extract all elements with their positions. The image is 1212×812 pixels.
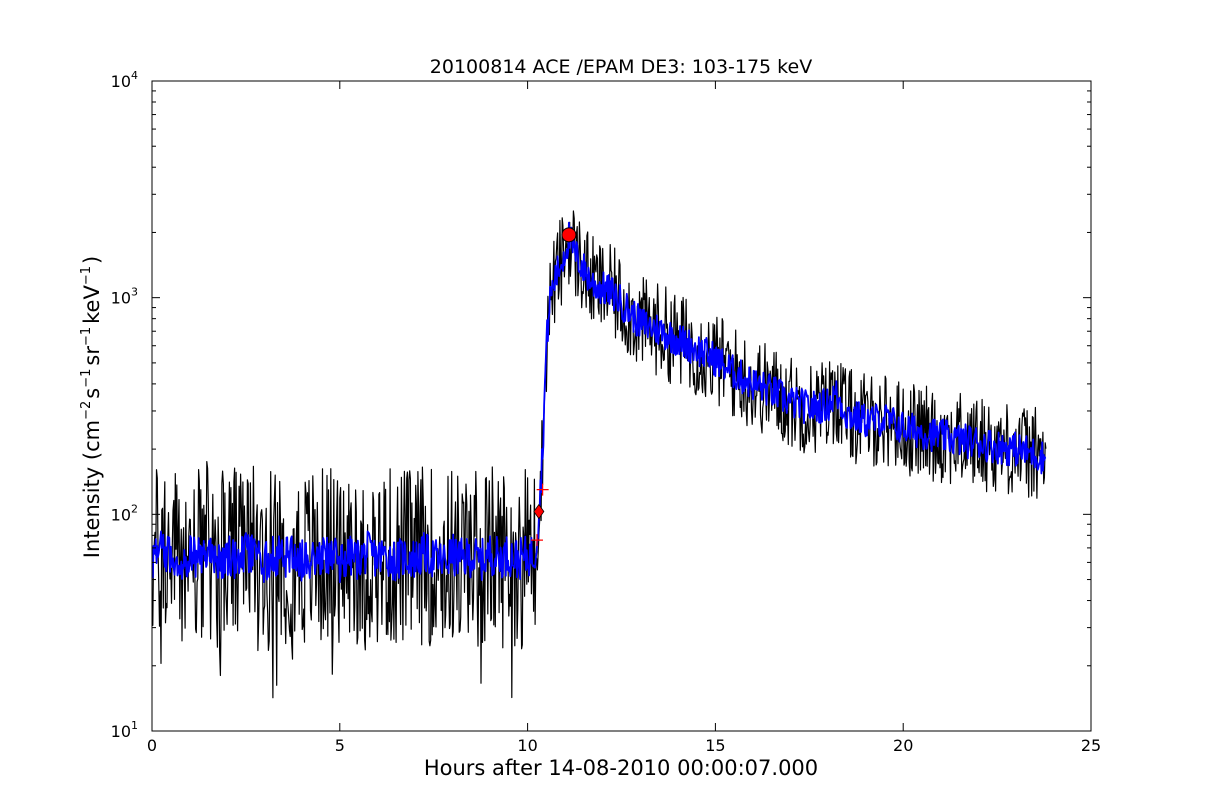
plot-frame <box>151 80 1092 732</box>
y-tick-label: 104 <box>111 69 138 91</box>
y-tick-label: 103 <box>111 286 138 308</box>
x-tick-label: 5 <box>335 736 345 755</box>
onset-bound-marker <box>536 483 549 496</box>
x-axis-label: Hours after 14-08-2010 00:00:07.000 <box>424 756 818 780</box>
series-group <box>152 210 1047 699</box>
x-tick-label: 15 <box>705 736 725 755</box>
marker-group <box>530 227 577 547</box>
y-axis: 101 102 103 104 <box>111 69 1091 741</box>
onset-marker <box>533 503 545 520</box>
x-tick-label: 25 <box>1081 736 1101 755</box>
y-tick-label: 101 <box>111 719 138 741</box>
x-axis: 0 5 10 15 20 25 <box>147 81 1101 755</box>
chart-title: 20100814 ACE /EPAM DE3: 103-175 keV <box>430 56 812 78</box>
y-tick-label: 102 <box>111 502 138 524</box>
x-tick-label: 10 <box>517 736 537 755</box>
x-tick-label: 20 <box>893 736 913 755</box>
y-axis-label: Intensity (cm−2s−1sr−1keV−1) <box>79 256 104 558</box>
peak-marker <box>561 227 577 243</box>
onset-bound-marker <box>530 534 543 547</box>
x-tick-label: 0 <box>147 736 157 755</box>
series-line-smoothed <box>152 221 1047 584</box>
